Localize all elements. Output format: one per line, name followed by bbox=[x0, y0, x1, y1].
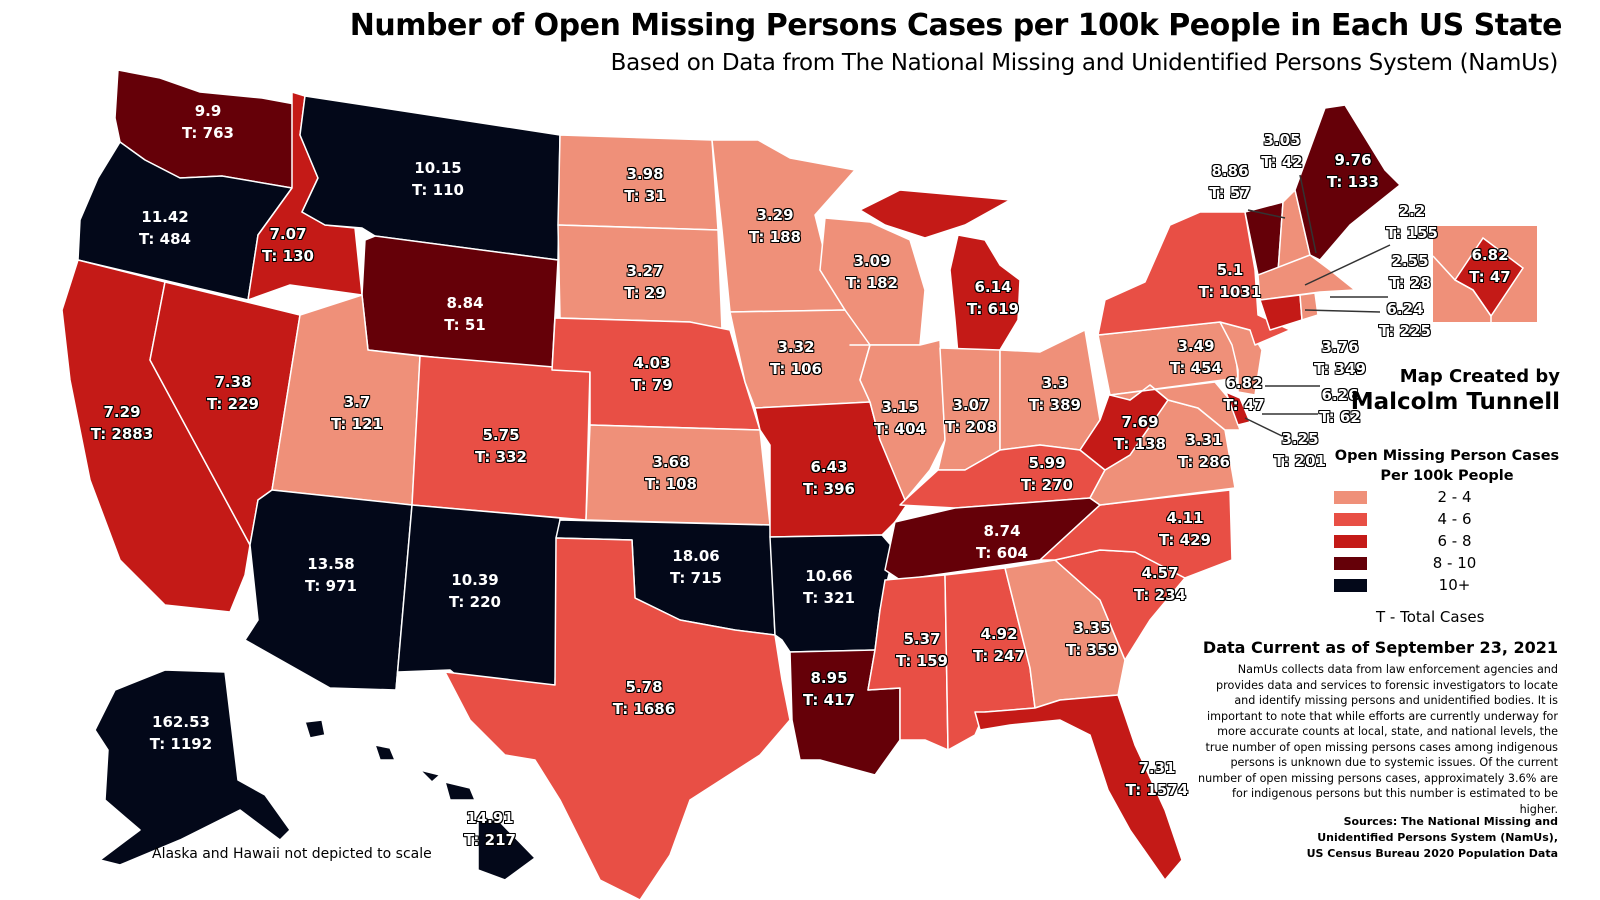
state-tx[interactable] bbox=[444, 537, 791, 900]
dc-shape[interactable] bbox=[1432, 226, 1537, 322]
label-dc-inset: 6.82 T: 47 bbox=[1469, 246, 1511, 286]
data-date: Data Current as of September 23, 2021 bbox=[1202, 638, 1558, 657]
label-ca: 7.29 T: 2883 bbox=[90, 403, 154, 443]
label-ia: 3.32 T: 106 bbox=[770, 338, 822, 378]
label-dc-main: 6.82 T: 47 bbox=[1223, 374, 1265, 414]
label-al: 4.92 T: 247 bbox=[973, 625, 1025, 665]
legend-item: 2 - 4 bbox=[1322, 486, 1572, 508]
label-la: 8.95 T: 417 bbox=[803, 669, 855, 709]
label-mo: 6.43 T: 396 bbox=[803, 458, 855, 498]
label-wa: 9.9 T: 763 bbox=[182, 102, 234, 142]
state-hi-2[interactable] bbox=[374, 744, 396, 761]
legend-item: 6 - 8 bbox=[1322, 530, 1572, 552]
label-id: 7.07 T: 130 bbox=[262, 225, 314, 265]
label-nh: 3.05 T: 42 bbox=[1261, 131, 1303, 171]
sources-line-2: Unidentified Persons System (NamUs), bbox=[1317, 831, 1558, 844]
label-oh: 3.3 T: 389 bbox=[1029, 374, 1081, 414]
label-va: 3.31 T: 286 bbox=[1178, 431, 1230, 471]
legend: Open Missing Person Cases Per 100k Peopl… bbox=[1322, 446, 1572, 596]
legend-range: 4 - 6 bbox=[1437, 510, 1472, 528]
map-credit: Map Created by Malcolm Tunnell bbox=[1351, 366, 1560, 415]
legend-item: 8 - 10 bbox=[1322, 552, 1572, 574]
label-wi: 3.09 T: 182 bbox=[846, 252, 898, 292]
label-co: 5.75 T: 332 bbox=[475, 426, 527, 466]
label-pa: 3.49 T: 454 bbox=[1170, 337, 1222, 377]
label-nj: 3.76 T: 349 bbox=[1314, 338, 1366, 378]
label-wy: 8.84 T: 51 bbox=[444, 294, 486, 334]
state-hi-1[interactable] bbox=[304, 719, 326, 739]
legend-range: 2 - 4 bbox=[1437, 488, 1472, 506]
legend-swatch bbox=[1334, 490, 1367, 504]
label-de: 6.26 T: 62 bbox=[1319, 386, 1361, 426]
map-title: Number of Open Missing Persons Cases per… bbox=[349, 8, 1563, 43]
label-fl: 7.31 T: 1574 bbox=[1125, 759, 1189, 799]
state-hi-3[interactable] bbox=[419, 769, 441, 783]
label-or: 11.42 T: 484 bbox=[139, 208, 191, 248]
legend-swatch bbox=[1334, 512, 1367, 526]
label-ny: 5.1 T: 1031 bbox=[1198, 261, 1262, 301]
label-ar: 10.66 T: 321 bbox=[803, 567, 855, 607]
legend-swatch bbox=[1334, 534, 1367, 548]
label-mt: 10.15 T: 110 bbox=[412, 159, 464, 199]
label-nc: 4.11 T: 429 bbox=[1159, 509, 1211, 549]
state-ak[interactable] bbox=[94, 669, 291, 866]
label-wv: 7.69 T: 138 bbox=[1114, 413, 1166, 453]
label-nm: 10.39 T: 220 bbox=[449, 571, 501, 611]
state-ny[interactable] bbox=[1097, 211, 1291, 346]
map-subtitle: Based on Data from The National Missing … bbox=[610, 50, 1559, 76]
credit-label: Map Created by bbox=[1399, 366, 1560, 387]
label-ky: 5.99 T: 270 bbox=[1021, 454, 1073, 494]
methodology-note: NamUs collects data from law enforcement… bbox=[1198, 663, 1558, 816]
label-ak: 162.53 T: 1192 bbox=[149, 713, 213, 753]
label-me: 9.76 T: 133 bbox=[1327, 151, 1379, 191]
label-vt: 8.86 T: 57 bbox=[1209, 162, 1251, 202]
label-il: 3.15 T: 404 bbox=[874, 398, 926, 438]
label-ct: 6.24 T: 225 bbox=[1379, 300, 1431, 340]
label-ms: 5.37 T: 159 bbox=[896, 630, 948, 670]
state-hi-5[interactable] bbox=[477, 814, 536, 881]
state-hi-4[interactable] bbox=[444, 781, 476, 801]
label-ga: 3.35 T: 359 bbox=[1066, 619, 1118, 659]
state-mi[interactable] bbox=[949, 234, 1021, 356]
legend-title-2: Per 100k People bbox=[1380, 468, 1514, 484]
legend-title-1: Open Missing Person Cases bbox=[1334, 448, 1560, 464]
label-ok: 18.06 T: 715 bbox=[670, 547, 722, 587]
legend-range: 6 - 8 bbox=[1437, 532, 1472, 550]
legend-range: 10+ bbox=[1438, 576, 1471, 594]
sources: Sources: The National Missing and Uniden… bbox=[1307, 814, 1558, 862]
label-ne: 4.03 T: 79 bbox=[631, 354, 673, 394]
scale-note: Alaska and Hawaii not depicted to scale bbox=[152, 846, 432, 862]
label-ks: 3.68 T: 108 bbox=[645, 453, 697, 493]
credit-author: Malcolm Tunnell bbox=[1350, 389, 1560, 415]
label-az: 13.58 T: 971 bbox=[305, 555, 357, 595]
label-hi: 14.91 T: 217 bbox=[464, 809, 516, 849]
label-tx: 5.78 T: 1686 bbox=[612, 678, 676, 718]
label-nv: 7.38 T: 229 bbox=[207, 373, 259, 413]
label-tn: 8.74 T: 604 bbox=[976, 522, 1028, 562]
legend-item: 10+ bbox=[1322, 574, 1572, 596]
dc-inset bbox=[1432, 226, 1537, 322]
state-mi-up[interactable] bbox=[859, 189, 1011, 239]
label-md: 3.25 T: 201 bbox=[1274, 430, 1326, 470]
legend-item: 4 - 6 bbox=[1322, 508, 1572, 530]
legend-range: 8 - 10 bbox=[1432, 554, 1477, 572]
legend-swatch bbox=[1334, 556, 1367, 570]
state-md[interactable] bbox=[1109, 381, 1241, 431]
sources-line-3: US Census Bureau 2020 Population Data bbox=[1306, 847, 1558, 860]
label-nd: 3.98 T: 31 bbox=[624, 165, 666, 205]
label-sc: 4.57 T: 234 bbox=[1134, 564, 1186, 604]
label-ri: 2.55 T: 28 bbox=[1389, 252, 1431, 292]
label-ma: 2.2 T: 155 bbox=[1386, 202, 1438, 242]
label-mn: 3.29 T: 188 bbox=[749, 206, 801, 246]
label-mi: 6.14 T: 619 bbox=[967, 278, 1019, 318]
label-sd: 3.27 T: 29 bbox=[624, 262, 666, 302]
total-cases-note: T - Total Cases bbox=[1376, 608, 1485, 626]
legend-swatch bbox=[1334, 578, 1367, 592]
label-ut: 3.7 T: 121 bbox=[331, 393, 383, 433]
state-ri[interactable] bbox=[1299, 292, 1319, 321]
label-in: 3.07 T: 208 bbox=[945, 396, 997, 436]
state-fl[interactable] bbox=[974, 694, 1183, 881]
sources-line-1: Sources: The National Missing and bbox=[1343, 815, 1558, 828]
